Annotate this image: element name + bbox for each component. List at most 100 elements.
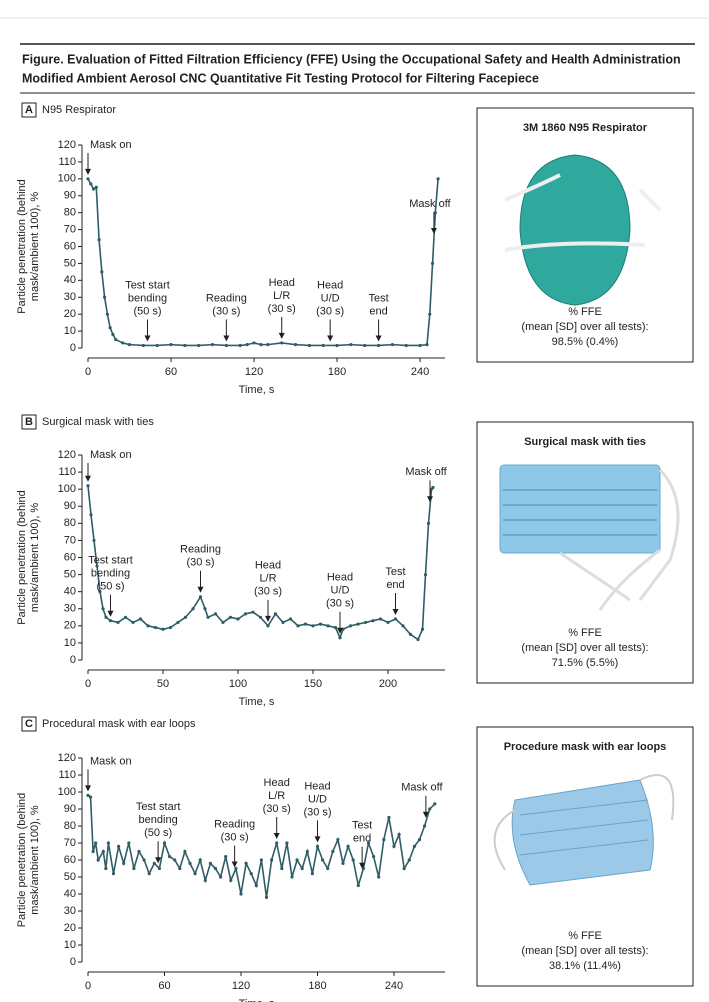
- data-point: [168, 625, 173, 630]
- data-point: [436, 177, 440, 181]
- inset-title: Surgical mask with ties: [524, 436, 646, 448]
- figure-title: Modified Ambient Aerosol CNC Quantitativ…: [22, 71, 539, 85]
- data-point: [402, 866, 406, 871]
- y-tick-label: 120: [58, 752, 76, 764]
- inset-ffe-value: 71.5% (5.5%): [552, 657, 619, 669]
- annotation-arrowhead: [85, 475, 91, 482]
- data-point: [259, 343, 263, 347]
- annotation-text: end: [386, 579, 404, 591]
- data-point: [142, 858, 146, 862]
- data-point: [106, 841, 110, 845]
- data-point: [89, 513, 93, 517]
- annotation-text: (30 s): [186, 557, 214, 569]
- y-tick-label: 60: [64, 551, 76, 563]
- annotation-arrowhead: [375, 335, 382, 342]
- data-point: [280, 866, 284, 871]
- data-line: [87, 178, 439, 347]
- data-point: [416, 637, 420, 642]
- y-axis-label-line: Particle penetration (behind: [16, 490, 28, 625]
- y-tick-label: 120: [58, 139, 76, 151]
- y-tick-label: 90: [64, 803, 76, 815]
- inset-ffe-note: (mean [SD] over all tests):: [521, 945, 648, 957]
- data-point: [243, 612, 248, 616]
- data-point: [300, 866, 304, 871]
- data-point: [116, 620, 120, 625]
- data-point: [251, 610, 255, 614]
- data-point: [127, 343, 132, 347]
- data-point: [290, 875, 294, 879]
- y-tick-label: 30: [64, 291, 76, 303]
- y-tick-label: 100: [58, 173, 76, 185]
- data-point: [382, 838, 386, 842]
- data-point: [315, 844, 320, 849]
- x-tick-label: 180: [328, 366, 346, 378]
- data-point: [433, 802, 437, 806]
- data-point: [236, 617, 240, 621]
- annotation-text: Test start: [125, 279, 170, 291]
- x-tick-label: 60: [165, 366, 177, 378]
- y-tick-label: 10: [64, 637, 76, 649]
- annotation-text: Reading: [180, 544, 221, 556]
- annotation-arrowhead: [85, 168, 91, 175]
- annotation-arrowhead: [107, 610, 114, 617]
- x-tick-label: 0: [85, 980, 91, 992]
- data-point: [234, 866, 238, 871]
- x-tick-label: 240: [385, 980, 403, 992]
- inset-ffe-value: 38.1% (11.4%): [549, 960, 621, 972]
- data-point: [295, 858, 299, 862]
- x-tick-label: 100: [229, 678, 247, 690]
- y-tick-label: 50: [64, 871, 76, 883]
- data-point: [122, 861, 126, 866]
- annotation-text: Test: [385, 566, 405, 578]
- data-point: [336, 838, 340, 842]
- data-point: [393, 617, 398, 621]
- data-point: [412, 844, 416, 849]
- data-point: [94, 841, 98, 845]
- annotation-arrowhead: [430, 228, 437, 235]
- y-tick-label: 80: [64, 517, 76, 529]
- data-point: [88, 795, 93, 799]
- data-point: [249, 872, 253, 876]
- data-point: [238, 343, 242, 348]
- data-point: [273, 612, 278, 616]
- data-point: [183, 343, 187, 348]
- annotation-arrowhead: [231, 861, 238, 868]
- data-point: [311, 624, 315, 628]
- data-point: [213, 866, 218, 871]
- data-point: [318, 622, 323, 626]
- data-point: [430, 261, 435, 266]
- annotation-text: (50 s): [96, 581, 124, 593]
- inset-ffe-label: % FFE: [568, 930, 602, 942]
- data-point: [303, 622, 308, 626]
- data-point: [104, 866, 108, 871]
- annotation-text: (30 s): [303, 806, 331, 818]
- data-point: [356, 622, 360, 626]
- data-point: [407, 858, 411, 862]
- annotation-text: Mask off: [405, 466, 447, 478]
- data-point: [168, 855, 172, 859]
- data-point: [104, 615, 108, 619]
- y-tick-label: 60: [64, 854, 76, 866]
- inset-ffe-note: (mean [SD] over all tests):: [521, 642, 648, 654]
- annotation-text: U/D: [331, 585, 350, 597]
- annotation-text: (30 s): [212, 305, 240, 317]
- y-tick-label: 10: [64, 939, 76, 951]
- mask-image: [504, 154, 662, 306]
- annotation-text: (30 s): [268, 303, 296, 315]
- data-line: [87, 794, 436, 898]
- data-point: [132, 866, 136, 871]
- data-point: [97, 238, 101, 242]
- annotation-arrowhead: [427, 496, 433, 503]
- x-axis-label: Time, s: [239, 696, 275, 708]
- data-point: [188, 861, 192, 866]
- x-axis-label: Time, s: [239, 384, 275, 396]
- data-point: [198, 595, 203, 599]
- data-point: [259, 858, 263, 862]
- data-point: [348, 624, 353, 628]
- mask-strap: [504, 173, 662, 252]
- data-point: [111, 872, 116, 876]
- data-point: [100, 270, 104, 274]
- data-point: [285, 841, 289, 845]
- data-point: [224, 343, 228, 348]
- data-point: [275, 841, 279, 845]
